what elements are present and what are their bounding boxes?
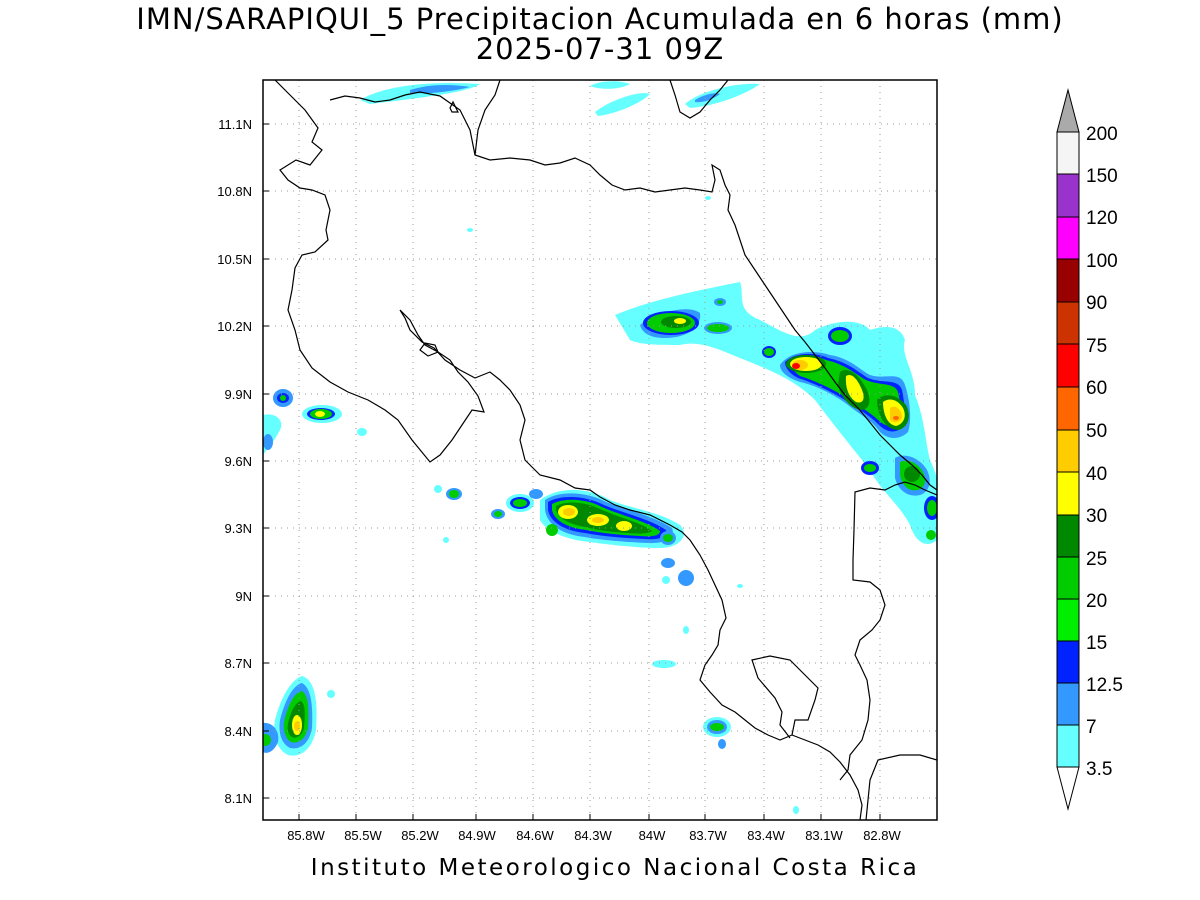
colorbar-bin-3.5 [1056,724,1080,768]
colorbar-label: 90 [1086,293,1107,314]
map-title: IMN/SARAPIQUI_5 Precipitacion Acumulada … [136,2,1064,36]
lon-tick-label: 85.2W [401,828,439,843]
colorbar-label: 75 [1086,336,1107,357]
colorbar-bottom-arrow [1056,766,1080,811]
lon-tick-label: 83.4W [747,828,785,843]
colorbar-bin-20 [1056,556,1080,600]
colorbar-bin-120 [1056,173,1080,218]
lat-tick-label: 9N [235,589,252,604]
lon-tick-label: 84.3W [574,828,612,843]
precipitation-field [263,81,937,814]
colorbar-bin-150 [1056,131,1080,175]
colorbar-bin-100 [1056,216,1080,260]
lat-tick-label: 8.1N [225,791,252,806]
colorbar-bin-7 [1056,682,1080,726]
colorbar-bin-25 [1056,514,1080,558]
colorbar-bin-40 [1056,429,1080,473]
colorbar-label: 30 [1086,506,1107,527]
colorbar-bin-90 [1056,258,1080,303]
colorbar-bin-15 [1056,598,1080,642]
lat-tick-label: 10.8N [217,184,252,199]
colorbar-label: 15 [1086,633,1107,654]
colorbar-label: 150 [1086,166,1118,187]
lon-tick-label: 84.6W [516,828,554,843]
lon-tick-label: 85.8W [287,828,325,843]
colorbar-label: 120 [1086,208,1118,229]
lat-tick-label: 8.4N [225,724,252,739]
lon-tick-label: 84.9W [458,828,496,843]
colorbar-label: 200 [1086,124,1118,145]
colorbar-bin-12.5 [1056,640,1080,684]
colorbar-label: 7 [1086,717,1097,738]
lon-tick-label: 85.5W [344,828,382,843]
map-frame [262,79,938,821]
lat-lon-grid [263,80,937,820]
colorbar-label: 12.5 [1086,675,1123,696]
coastlines [274,80,937,820]
colorbar [1056,88,1080,811]
lon-tick-label: 83.1W [805,828,843,843]
colorbar-bin-75 [1056,301,1080,345]
lon-tick-label: 84W [639,828,666,843]
lat-tick-label: 9.9N [225,387,252,402]
colorbar-label: 100 [1086,251,1118,272]
lat-tick-label: 10.2N [217,319,252,334]
colorbar-bin-60 [1056,343,1080,388]
lat-tick-label: 10.5N [217,252,252,267]
colorbar-label: 50 [1086,421,1107,442]
lon-tick-label: 83.7W [689,828,727,843]
colorbar-label: 60 [1086,378,1107,399]
lat-tick-label: 8.7N [225,656,252,671]
lat-tick-label: 11.1N [218,117,252,132]
map-valid-time: 2025-07-31 09Z [475,32,725,66]
colorbar-bin-50 [1056,386,1080,431]
colorbar-label: 20 [1086,591,1107,612]
lat-tick-label: 9.6N [225,454,252,469]
colorbar-label: 25 [1086,549,1107,570]
colorbar-bin-30 [1056,471,1080,516]
lon-tick-label: 82.8W [863,828,901,843]
institution-credit: Instituto Meteorologico Nacional Costa R… [310,855,920,881]
lat-tick-label: 9.3N [225,521,252,536]
colorbar-top-arrow [1056,88,1080,133]
colorbar-label: 40 [1086,464,1107,485]
colorbar-label: 3.5 [1086,759,1112,780]
